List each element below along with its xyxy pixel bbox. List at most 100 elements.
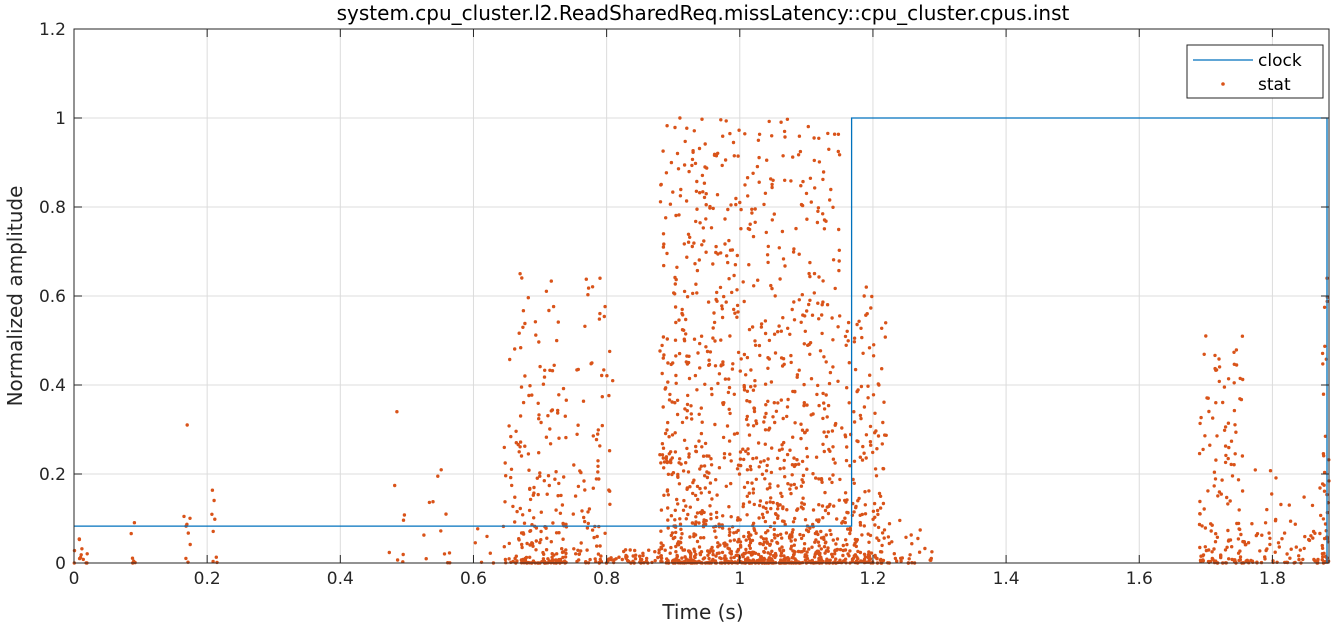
stat-point [513,495,517,499]
stat-point [661,245,666,249]
stat-point [770,134,774,138]
stat-point [759,322,764,326]
stat-point [738,518,742,522]
stat-point [869,306,873,310]
stat-point [556,320,560,324]
stat-point [711,557,715,562]
stat-point [1209,529,1213,533]
stat-point [788,448,792,452]
stat-point [853,541,857,545]
stat-point [770,446,774,450]
stat-point [1203,434,1207,438]
stat-point [665,459,669,464]
stat-point [692,547,696,551]
stat-point [700,117,704,121]
stat-point [775,456,780,460]
stat-point [843,334,848,339]
stat-point [770,286,774,291]
stat-point [773,536,777,540]
stat-point [1226,421,1231,425]
stat-point [721,134,725,138]
stat-point [694,520,698,524]
stat-point [824,360,828,364]
stat-point [800,203,805,208]
stat-point [659,559,663,563]
stat-point [544,289,549,293]
stat-point [746,194,750,198]
stat-point [507,557,511,561]
stat-point [538,540,542,545]
stat-point [703,382,707,386]
stat-point [708,481,713,485]
stat-point [532,516,536,520]
stat-point [528,529,532,533]
stat-point [1203,526,1208,530]
stat-point [723,242,727,246]
stat-point [873,411,877,415]
stat-point [674,550,678,554]
stat-point [780,447,784,451]
stat-point [673,338,678,342]
stat-point [862,451,866,455]
stat-point [579,549,583,553]
stat-point [603,304,607,309]
stat-point [517,450,521,454]
stat-point [571,512,575,516]
stat-point [820,303,824,307]
stat-point [1237,508,1241,512]
stat-point [862,405,867,409]
stat-point [789,360,793,365]
stat-point [751,456,755,461]
stat-point [880,531,885,535]
stat-point [583,519,587,524]
stat-point [714,244,718,249]
stat-point [827,147,831,151]
stat-point [185,423,189,427]
stat-point [718,543,722,547]
stat-point [772,521,777,525]
stat-point [831,473,835,477]
stat-point [719,338,723,342]
stat-point [523,444,527,448]
stat-point [1322,305,1327,309]
stat-point [673,508,677,512]
stat-point [694,219,698,224]
stat-point [745,494,749,498]
stat-point [878,506,883,510]
stat-point [816,383,820,388]
stat-point [1238,549,1242,553]
stat-point [668,202,673,206]
stat-point [791,250,796,254]
stat-point [808,526,812,530]
stat-point [728,131,732,136]
stat-point [756,441,761,445]
stat-point [808,260,812,265]
stat-point [744,547,748,552]
stat-point [658,453,662,457]
stat-point [780,364,785,368]
stat-point [817,544,821,548]
stat-point [786,397,790,402]
stat-point [688,535,692,539]
stat-point [720,307,724,311]
stat-point [797,462,801,466]
stat-point [785,414,789,419]
stat-point [761,515,765,520]
stat-point [730,248,735,252]
stat-point [1232,408,1237,413]
stat-point [1227,445,1231,450]
stat-point [595,544,599,548]
stat-point [132,521,137,525]
stat-point [824,434,829,439]
stat-point [659,529,663,533]
stat-point [789,353,793,358]
x-tick-label: 0.8 [593,569,620,589]
stat-point [701,226,705,230]
stat-point [791,528,795,532]
stat-point [1244,542,1248,547]
stat-point [683,139,687,144]
stat-point [704,203,708,207]
stat-point [727,277,731,281]
stat-point [671,471,676,475]
stat-point [660,453,665,457]
